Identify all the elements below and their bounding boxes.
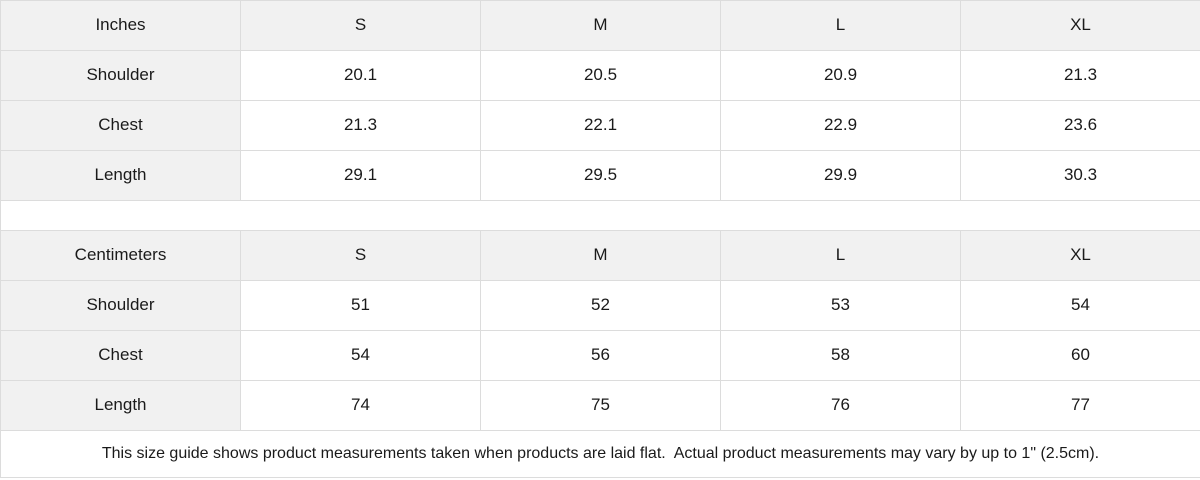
footer-note: This size guide shows product measuremen…	[0, 430, 1200, 478]
measurement-value-cell: 21.3	[240, 100, 481, 151]
measurement-value-cell: 58	[720, 330, 961, 381]
table-row: Length 74 75 76 77	[0, 380, 1200, 431]
measurement-value-cell: 77	[960, 380, 1200, 431]
measurement-label-cell: Shoulder	[0, 280, 241, 331]
measurement-label-cell: Chest	[0, 100, 241, 151]
table-row: Shoulder 51 52 53 54	[0, 280, 1200, 331]
measurement-value-cell: 20.9	[720, 50, 961, 101]
measurement-value-cell: 29.9	[720, 150, 961, 201]
measurement-value-cell: 60	[960, 330, 1200, 381]
measurement-value-cell: 23.6	[960, 100, 1200, 151]
size-header-cell-s: S	[240, 230, 481, 281]
measurement-value-cell: 76	[720, 380, 961, 431]
table-row: Chest 54 56 58 60	[0, 330, 1200, 381]
unit-header-cell: Centimeters	[0, 230, 241, 281]
measurement-value-cell: 52	[480, 280, 721, 331]
measurement-value-cell: 53	[720, 280, 961, 331]
table-row: Length 29.1 29.5 29.9 30.3	[0, 150, 1200, 201]
measurement-value-cell: 20.1	[240, 50, 481, 101]
spacer-row	[0, 200, 1200, 231]
size-header-cell-l: L	[720, 230, 961, 281]
measurement-value-cell: 29.1	[240, 150, 481, 201]
size-header-cell-s: S	[240, 0, 481, 51]
measurement-value-cell: 22.9	[720, 100, 961, 151]
measurement-value-cell: 30.3	[960, 150, 1200, 201]
measurement-value-cell: 56	[480, 330, 721, 381]
measurement-value-cell: 20.5	[480, 50, 721, 101]
measurement-value-cell: 74	[240, 380, 481, 431]
measurement-label-cell: Chest	[0, 330, 241, 381]
size-header-cell-l: L	[720, 0, 961, 51]
measurement-value-cell: 22.1	[480, 100, 721, 151]
table-row: Chest 21.3 22.1 22.9 23.6	[0, 100, 1200, 151]
measurement-label-cell: Shoulder	[0, 50, 241, 101]
measurement-value-cell: 51	[240, 280, 481, 331]
measurement-value-cell: 21.3	[960, 50, 1200, 101]
table-row: Shoulder 20.1 20.5 20.9 21.3	[0, 50, 1200, 101]
measurement-label-cell: Length	[0, 380, 241, 431]
measurement-value-cell: 29.5	[480, 150, 721, 201]
footer-row: This size guide shows product measuremen…	[0, 430, 1200, 478]
size-header-cell-m: M	[480, 230, 721, 281]
spacer-cell	[0, 200, 1200, 231]
size-header-cell-m: M	[480, 0, 721, 51]
unit-header-cell: Inches	[0, 0, 241, 51]
measurement-value-cell: 54	[960, 280, 1200, 331]
measurement-value-cell: 54	[240, 330, 481, 381]
inches-header-row: Inches S M L XL	[0, 0, 1200, 51]
size-header-cell-xl: XL	[960, 0, 1200, 51]
size-header-cell-xl: XL	[960, 230, 1200, 281]
centimeters-header-row: Centimeters S M L XL	[0, 230, 1200, 281]
measurement-value-cell: 75	[480, 380, 721, 431]
measurement-label-cell: Length	[0, 150, 241, 201]
